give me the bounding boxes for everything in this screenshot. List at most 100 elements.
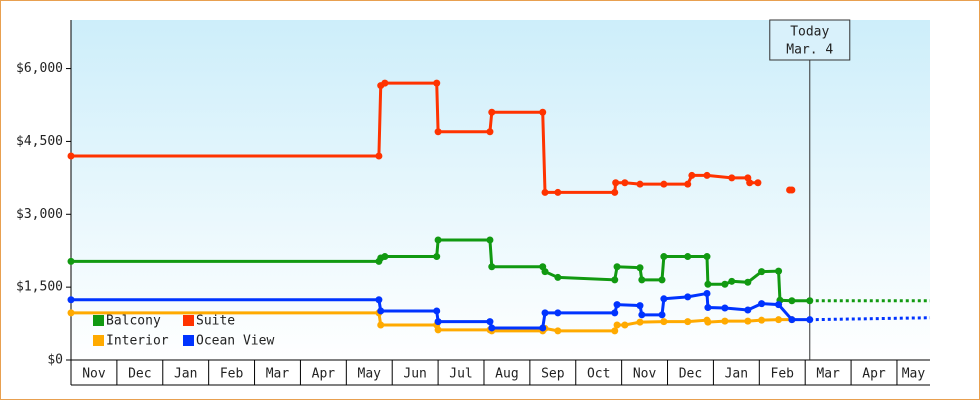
price-point bbox=[67, 257, 75, 265]
x-tick-label: May bbox=[902, 367, 926, 382]
x-tick-label: Feb bbox=[771, 367, 795, 382]
price-point bbox=[375, 296, 383, 304]
price-point bbox=[788, 316, 796, 324]
price-point bbox=[613, 263, 621, 271]
price-point bbox=[636, 180, 644, 188]
price-point bbox=[684, 293, 692, 301]
y-tick-label: $3,000 bbox=[16, 207, 63, 222]
price-point bbox=[611, 327, 619, 335]
price-point bbox=[721, 304, 729, 312]
price-point bbox=[638, 311, 646, 319]
price-point bbox=[488, 263, 496, 271]
price-point bbox=[433, 79, 441, 87]
price-point bbox=[611, 188, 619, 196]
price-point bbox=[660, 180, 668, 188]
y-tick-label: $0 bbox=[47, 353, 63, 368]
forecast-line bbox=[809, 316, 931, 322]
price-point bbox=[660, 318, 668, 326]
plot-area bbox=[71, 20, 930, 360]
price-point bbox=[433, 307, 441, 315]
price-point bbox=[704, 318, 712, 326]
price-point bbox=[636, 318, 644, 326]
x-tick-label: Dec bbox=[128, 367, 151, 382]
price-point bbox=[703, 171, 711, 179]
price-point bbox=[660, 295, 668, 303]
legend-swatch bbox=[183, 335, 194, 346]
price-point bbox=[554, 327, 562, 335]
x-tick-label: Jul bbox=[449, 367, 472, 382]
price-point bbox=[636, 302, 644, 310]
today-label: Mar. 4 bbox=[786, 43, 833, 58]
price-point bbox=[554, 273, 562, 281]
price-point bbox=[806, 297, 814, 305]
price-point bbox=[721, 280, 729, 288]
price-point bbox=[703, 289, 711, 297]
price-point bbox=[744, 306, 752, 314]
price-point bbox=[754, 179, 762, 187]
price-point bbox=[621, 179, 629, 187]
price-line bbox=[71, 238, 810, 303]
price-point bbox=[488, 324, 496, 332]
legend-swatch bbox=[93, 335, 104, 346]
price-point bbox=[381, 79, 389, 87]
price-point bbox=[806, 316, 814, 324]
price-point bbox=[434, 236, 442, 244]
price-point bbox=[67, 309, 75, 317]
price-point bbox=[703, 253, 711, 261]
x-tick-label: Mar bbox=[266, 367, 290, 382]
price-point bbox=[554, 309, 562, 317]
price-point bbox=[611, 309, 619, 317]
x-tick-label: Nov bbox=[633, 367, 657, 382]
x-tick-label: May bbox=[358, 367, 382, 382]
price-point bbox=[658, 311, 666, 319]
x-tick-label: Jan bbox=[725, 367, 748, 382]
legend-label: Suite bbox=[196, 314, 235, 329]
x-tick-label: Sep bbox=[541, 367, 565, 382]
x-tick-label: Jun bbox=[403, 367, 426, 382]
x-tick-label: Dec bbox=[679, 367, 702, 382]
price-point bbox=[758, 268, 766, 276]
price-point bbox=[554, 188, 562, 196]
price-point bbox=[486, 236, 494, 244]
price-point bbox=[704, 304, 712, 312]
x-tick-label: Mar bbox=[816, 367, 840, 382]
price-point bbox=[434, 128, 442, 136]
price-point bbox=[744, 317, 752, 325]
price-point bbox=[636, 264, 644, 272]
price-point bbox=[486, 128, 494, 136]
price-point bbox=[433, 253, 441, 261]
price-point bbox=[541, 268, 549, 276]
price-point bbox=[381, 253, 389, 261]
legend-label: Interior bbox=[106, 334, 169, 349]
price-point bbox=[746, 179, 754, 187]
price-point bbox=[488, 108, 496, 116]
legend-swatch bbox=[93, 315, 104, 326]
x-tick-label: Apr bbox=[312, 367, 336, 382]
price-point bbox=[375, 152, 383, 160]
price-point bbox=[721, 317, 729, 325]
price-point bbox=[704, 280, 712, 288]
price-point bbox=[684, 253, 692, 261]
today-label: Today bbox=[790, 25, 829, 40]
price-point bbox=[788, 297, 796, 305]
today-box bbox=[769, 19, 851, 61]
legend-swatch bbox=[183, 315, 194, 326]
x-tick-label: Feb bbox=[220, 367, 244, 382]
price-point bbox=[684, 318, 692, 326]
legend-label: Ocean View bbox=[196, 334, 274, 349]
price-point bbox=[67, 152, 75, 160]
price-point bbox=[775, 267, 783, 275]
price-point bbox=[728, 277, 736, 285]
price-point bbox=[688, 171, 696, 179]
price-point bbox=[539, 324, 547, 332]
price-point bbox=[788, 186, 796, 194]
price-point bbox=[684, 180, 692, 188]
price-point bbox=[541, 309, 549, 317]
price-point bbox=[613, 321, 621, 329]
x-tick-label: Aug bbox=[495, 367, 518, 382]
price-point bbox=[541, 188, 549, 196]
price-point bbox=[744, 278, 752, 286]
price-point bbox=[612, 179, 620, 187]
price-point bbox=[67, 296, 75, 304]
